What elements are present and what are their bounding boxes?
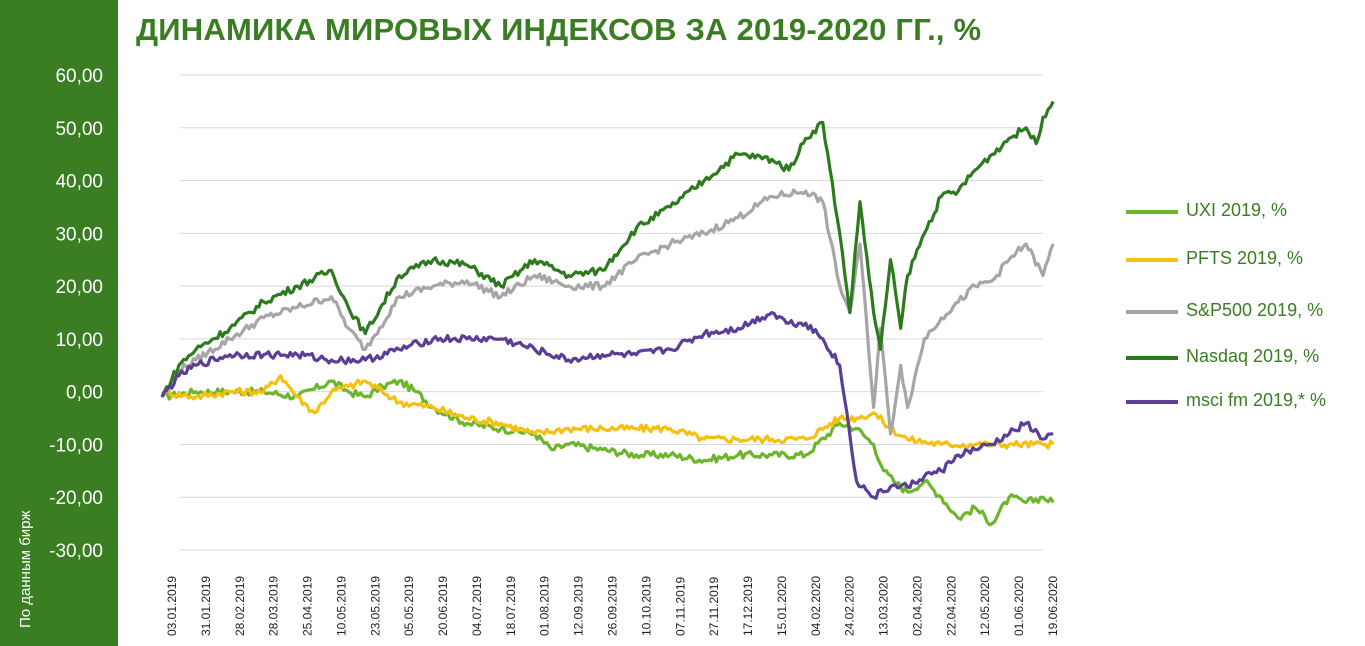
x-tick-label: 25.04.2019	[301, 576, 315, 636]
x-tick-label: 01.06.2020	[1012, 576, 1026, 636]
legend-label: S&P500 2019, %	[1186, 300, 1324, 320]
y-tick-label: 50,00	[55, 119, 103, 140]
x-tick-label: 27.11.2019	[707, 577, 721, 636]
x-tick-label: 12.05.2020	[978, 576, 992, 636]
x-tick-label: 12.09.2019	[572, 576, 586, 636]
legend-swatch	[1126, 258, 1178, 262]
legend-label: msci fm 2019,* %	[1186, 390, 1327, 410]
y-tick-label: -30,00	[49, 541, 103, 562]
series-line	[160, 378, 1055, 527]
x-tick-label: 20.06.2019	[436, 576, 450, 636]
x-tick-label: 22.04.2020	[944, 576, 958, 636]
y-tick-label: -10,00	[49, 435, 103, 456]
legend-label: UXI 2019, %	[1186, 200, 1288, 220]
y-tick-label: 60,00	[55, 66, 103, 87]
y-tick-label: 30,00	[55, 224, 103, 245]
y-tick-label: 0,00	[66, 383, 103, 404]
x-tick-label: 07.11.2019	[673, 577, 687, 636]
x-tick-label: 24.02.2020	[843, 576, 857, 636]
x-tick-label: 10.05.2019	[334, 576, 348, 636]
x-tick-label: 18.07.2019	[504, 576, 518, 636]
series-line	[160, 374, 1055, 450]
legend-swatch	[1126, 210, 1178, 214]
x-tick-label: 23.05.2019	[368, 576, 382, 636]
chart-title: ДИНАМИКА МИРОВЫХ ИНДЕКСОВ ЗА 2019-2020 Г…	[136, 12, 982, 47]
x-tick-label: 13.03.2020	[877, 576, 891, 636]
series-line	[160, 310, 1054, 500]
legend-label: PFTS 2019, %	[1186, 248, 1304, 268]
legend-label: Nasdaq 2019, %	[1186, 346, 1320, 366]
x-tick-label: 03.01.2019	[165, 576, 179, 636]
y-tick-label: 40,00	[55, 172, 103, 193]
x-tick-label: 19.06.2020	[1046, 576, 1060, 636]
x-tick-label: 04.02.2020	[809, 576, 823, 636]
x-tick-label: 26.09.2019	[606, 576, 620, 636]
x-tick-label: 10.10.2019	[639, 576, 653, 636]
x-tick-label: 17.12.2019	[741, 576, 755, 636]
series-line	[160, 100, 1055, 398]
legend-swatch	[1126, 310, 1178, 314]
series-line	[160, 188, 1055, 436]
x-tick-label: 28.02.2019	[233, 576, 247, 636]
x-tick-label: 28.03.2019	[267, 576, 281, 636]
y-tick-label: -20,00	[49, 488, 103, 509]
legend-swatch	[1126, 400, 1178, 404]
x-tick-label: 01.08.2019	[538, 576, 552, 636]
x-tick-label: 02.04.2020	[910, 576, 924, 636]
left-banner: По данным бирж	[0, 0, 118, 646]
x-tick-label: 31.01.2019	[199, 576, 213, 636]
y-tick-label: 10,00	[55, 330, 103, 351]
x-tick-label: 05.05.2019	[402, 576, 416, 636]
legend-swatch	[1126, 356, 1178, 360]
x-tick-label: 15.01.2020	[775, 576, 789, 636]
x-tick-label: 04.07.2019	[470, 576, 484, 636]
y-tick-label: 20,00	[55, 277, 103, 298]
